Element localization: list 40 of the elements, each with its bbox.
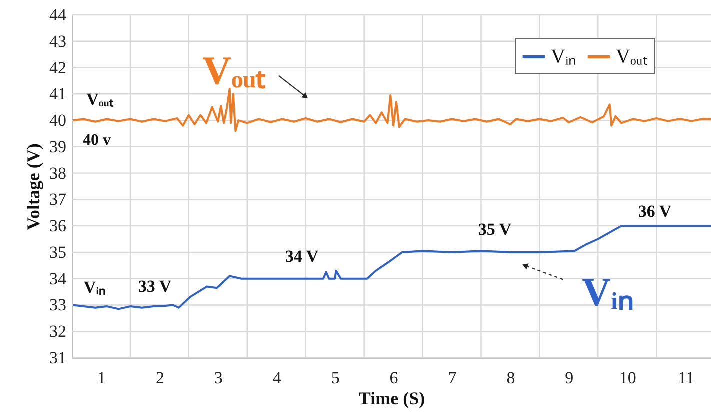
annotation: Vₒᵤₜ: [202, 48, 266, 93]
y-tick-label: 39: [50, 137, 66, 156]
y-tick-label: 31: [50, 348, 66, 368]
y-tick-label: 34: [50, 269, 67, 288]
annotation: Vᵢₙ: [582, 270, 634, 315]
x-tick-label: 5: [331, 368, 340, 388]
x-axis-title: Time (S): [358, 388, 426, 408]
x-tick-label: 8: [506, 368, 516, 388]
line-series: [72, 88, 711, 132]
x-tick-label: 6: [390, 368, 398, 388]
y-tick-label: 43: [50, 32, 66, 51]
legend-label: Vᵢₙ: [551, 46, 577, 68]
x-tick-label: 11: [678, 368, 695, 388]
annotation: 34 V: [285, 247, 320, 266]
x-tick-label: 10: [619, 368, 636, 388]
annotation: 35 V: [478, 220, 512, 239]
x-tick-label: 4: [272, 368, 282, 388]
x-tick-label: 1: [97, 368, 106, 388]
annotation: 40 v: [83, 132, 111, 149]
y-tick-label: 32: [50, 322, 66, 342]
y-tick-label: 41: [50, 84, 66, 104]
x-tick-label: 2: [156, 368, 164, 388]
y-tick-label: 44: [50, 6, 67, 24]
y-tick-label: 36: [50, 216, 66, 236]
annotation: 33 V: [138, 277, 172, 296]
y-tick-label: 37: [50, 190, 67, 210]
x-tick-label: 7: [448, 368, 458, 388]
annotation: 36 V: [638, 202, 672, 221]
legend-label: Vₒᵤₜ: [616, 46, 648, 68]
y-tick-label: 42: [50, 58, 66, 78]
y-tick-label: 38: [50, 164, 66, 183]
y-axis-title: Voltage (V): [24, 144, 44, 230]
y-tick-label: 33: [50, 296, 66, 315]
x-tick-label: 9: [565, 368, 574, 388]
y-tick-label: 40: [50, 111, 66, 130]
annotation: Vₒᵤₜ: [86, 90, 114, 109]
annotation: Vᵢₙ: [84, 278, 106, 297]
y-tick-label: 35: [50, 242, 66, 262]
line-series: [72, 225, 711, 310]
x-tick-label: 3: [214, 368, 223, 388]
